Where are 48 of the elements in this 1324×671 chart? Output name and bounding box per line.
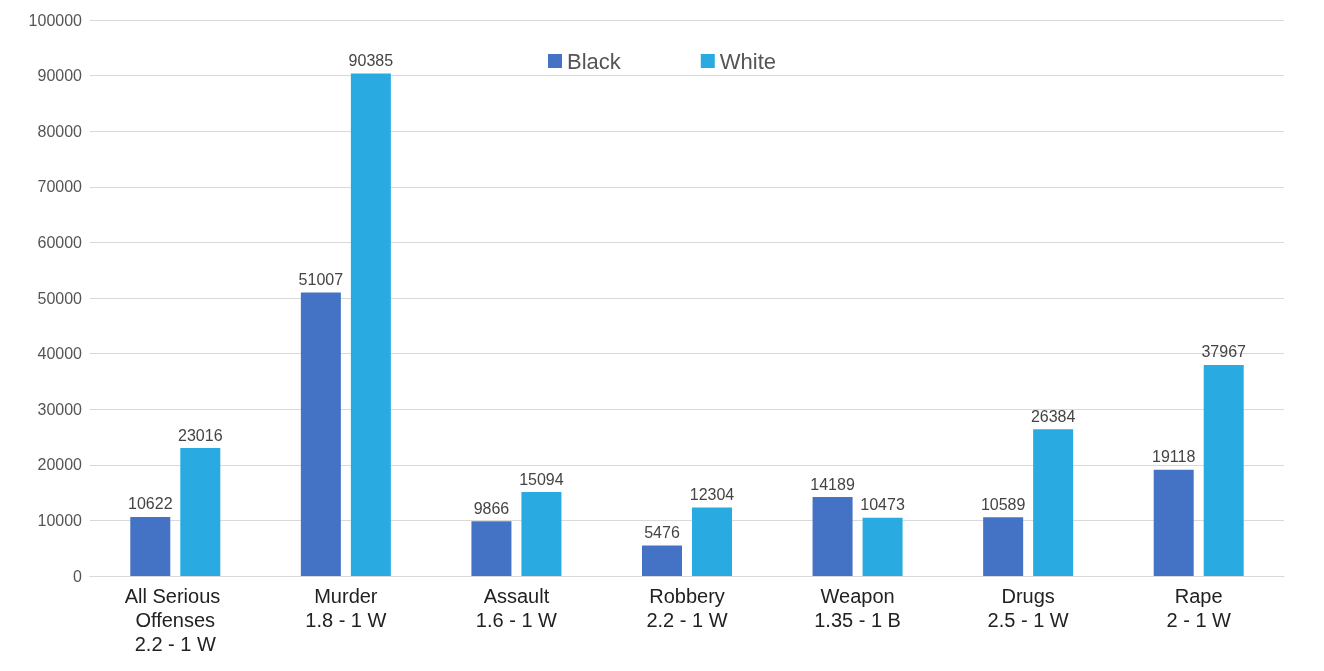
data-label: 19118	[1152, 448, 1196, 466]
data-label: 90385	[348, 51, 394, 69]
y-tick-label: 50000	[37, 289, 83, 307]
data-label: 14189	[810, 475, 855, 493]
bar	[350, 73, 391, 576]
bar	[1033, 429, 1074, 576]
x-tick-label: Weapon 1.35 - 1 B	[814, 585, 901, 631]
bar	[471, 521, 512, 576]
y-tick-label: 30000	[37, 400, 83, 418]
y-tick-label: 100000	[28, 11, 83, 29]
y-tick-label: 40000	[37, 345, 83, 363]
y-tick-label: 20000	[37, 456, 83, 474]
y-tick-label: 60000	[37, 233, 83, 251]
bar	[130, 516, 171, 576]
bar	[521, 492, 562, 576]
x-tick-label: Assault 1.6 - 1 W	[475, 585, 558, 631]
data-label: 15094	[519, 470, 564, 488]
data-label: 12304	[689, 486, 735, 504]
bar	[862, 517, 903, 576]
x-tick-label: Rape 2 - 1 W	[1166, 585, 1232, 631]
data-label: 26384	[1030, 407, 1076, 425]
bar	[983, 517, 1024, 576]
bar	[1203, 364, 1244, 576]
bar	[180, 448, 221, 576]
bar	[300, 292, 341, 576]
x-tick-label: Murder 1.8 - 1 W	[305, 585, 387, 631]
x-tick-label: Robbery 2.2 - 1 W	[646, 585, 728, 631]
data-label: 10473	[860, 496, 905, 514]
legend-label: Black	[566, 48, 622, 74]
x-tick-label: Drugs 2.5 - 1 W	[987, 585, 1069, 631]
bar	[642, 545, 682, 576]
data-label: 51007	[298, 270, 344, 288]
data-label: 10589	[980, 495, 1026, 513]
y-tick-label: 80000	[37, 122, 83, 140]
data-label: 9866	[473, 499, 510, 517]
data-label: 37967	[1201, 343, 1247, 361]
y-tick-label: 10000	[37, 511, 83, 529]
x-tick-label: All Serious Offenses 2.2 - 1 W	[124, 585, 226, 655]
y-tick-label: 70000	[37, 178, 83, 196]
bar	[1153, 469, 1194, 576]
y-tick-label: 90000	[37, 67, 83, 85]
legend-label: White	[719, 48, 777, 74]
data-label: 23016	[178, 426, 223, 444]
bar	[812, 497, 853, 576]
data-label: 10622	[128, 495, 173, 513]
data-label: 5476	[644, 524, 680, 542]
y-tick-label: 0	[73, 567, 83, 585]
bar	[692, 507, 732, 576]
